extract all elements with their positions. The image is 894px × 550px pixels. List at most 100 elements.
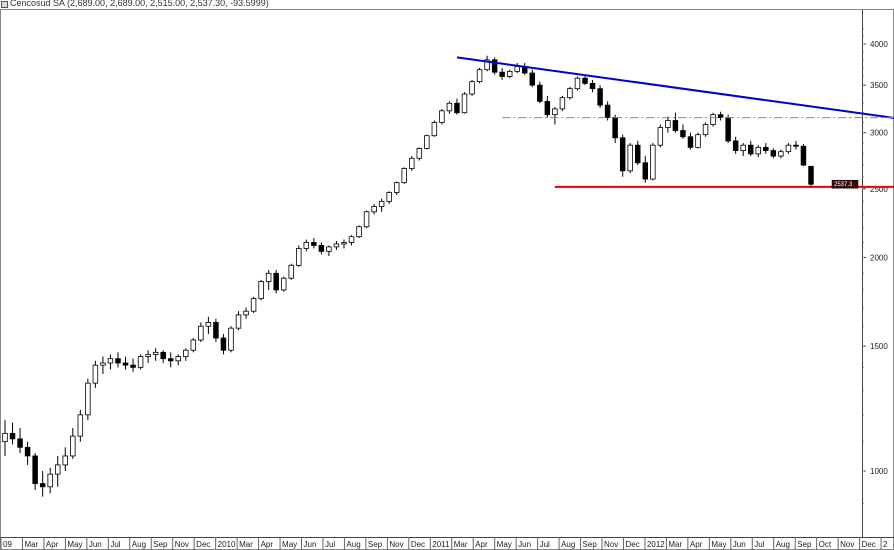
x-tick-label: May [711,540,726,549]
candle-body [785,144,792,153]
candle-body [567,88,573,99]
candle-body [32,455,38,484]
candle-body [183,349,189,357]
candle-body [17,438,23,448]
y-tick-label: 2000 [870,254,888,263]
candle-body [431,122,438,137]
y-tick-label: 1000 [870,467,888,476]
x-tick-label: Aug [132,540,146,549]
x-tick-label: 2010 [218,540,236,549]
y-tick-label: 4000 [870,40,888,49]
y-tick-label: 3500 [870,81,888,90]
candle-body [9,432,16,440]
candle-body [47,473,53,488]
candle-body [115,358,121,364]
x-tick-label: Mar [239,540,253,549]
x-tick-label: Mar [24,540,38,549]
candle-body [378,200,385,207]
y-tick-label: 2500 [870,185,888,194]
candle-body [341,242,347,245]
y-tick-label: 1500 [870,342,888,351]
candle-body [152,351,159,355]
candle-body [672,120,679,131]
x-tick-label: Aug [561,540,575,549]
candle-body [130,364,136,368]
x-tick-label: May [282,540,297,549]
candle-body [770,150,777,157]
candle-body [137,356,144,368]
candle-body [439,110,445,123]
candle-body [695,134,701,148]
x-tick-label: Jun [518,540,531,549]
last-price-label: 2537.3 [834,182,853,188]
candle-body [318,245,325,252]
candle-body [265,272,272,282]
candle-body [190,339,197,351]
trend-line [456,56,894,119]
x-tick-label: May [67,540,82,549]
candle-body [446,102,453,112]
chart-title: Cencosud SA (2,689.00, 2,689.00, 2,515.0… [10,0,269,8]
candle-body [725,117,731,142]
candle-body [702,124,709,136]
candle-body [657,127,664,146]
candle-body [160,351,166,360]
candle-body [288,264,294,279]
candle-body [167,358,174,362]
x-tick-label: Jul [540,540,550,549]
candle-body [2,432,8,443]
candle-body [348,236,355,243]
candle-body [717,114,724,118]
candle-body [311,242,317,246]
x-tick-label: Mar [454,540,468,549]
candle-body [469,81,475,95]
candle-body [642,162,649,180]
candle-body [582,77,588,84]
x-tick-label: Jul [110,540,120,549]
x-tick-label: Nov [604,540,618,549]
x-tick-label: Apr [46,540,59,549]
x-tick-label: Apr [261,540,274,549]
candle-body [763,146,769,151]
candle-body [258,281,264,300]
candle-body [393,182,400,193]
x-tick-label: Jun [304,540,317,549]
candle-body [635,144,641,164]
candle-body [280,277,287,291]
x-tick-label: Dec [625,540,639,549]
candle-body [748,144,754,155]
candle-body [612,117,618,139]
candle-body [544,100,551,116]
y-tick-label: 3000 [870,129,888,138]
candle-body [235,314,242,329]
x-tick-label: Oct [819,540,832,549]
x-tick-label: Nov [389,540,403,549]
candle-body [303,242,310,249]
candle-body [296,247,302,266]
candle-body [326,246,332,252]
x-tick-label: Dec [196,540,210,549]
candle-body [213,322,219,339]
x-tick-label: 2011 [432,540,450,549]
candle-body [62,455,68,466]
candle-body [85,382,91,416]
x-tick-label: Dec [411,540,425,549]
candle-body [597,88,603,106]
candle-body [250,298,257,312]
candle-body [39,483,46,488]
x-tick-label: May [497,540,512,549]
x-tick-label: Jun [89,540,102,549]
candle-body [559,97,566,110]
candle-body [145,354,151,357]
candle-body [619,137,626,172]
candle-body [650,144,656,180]
x-tick-label: Sep [583,540,598,549]
x-tick-label: Jun [733,540,746,549]
candle-body [24,446,31,457]
candle-body [54,464,61,475]
candle-body [70,435,76,457]
candle-body [755,146,762,155]
candle-body [529,72,536,86]
x-tick-label: Aug [346,540,360,549]
